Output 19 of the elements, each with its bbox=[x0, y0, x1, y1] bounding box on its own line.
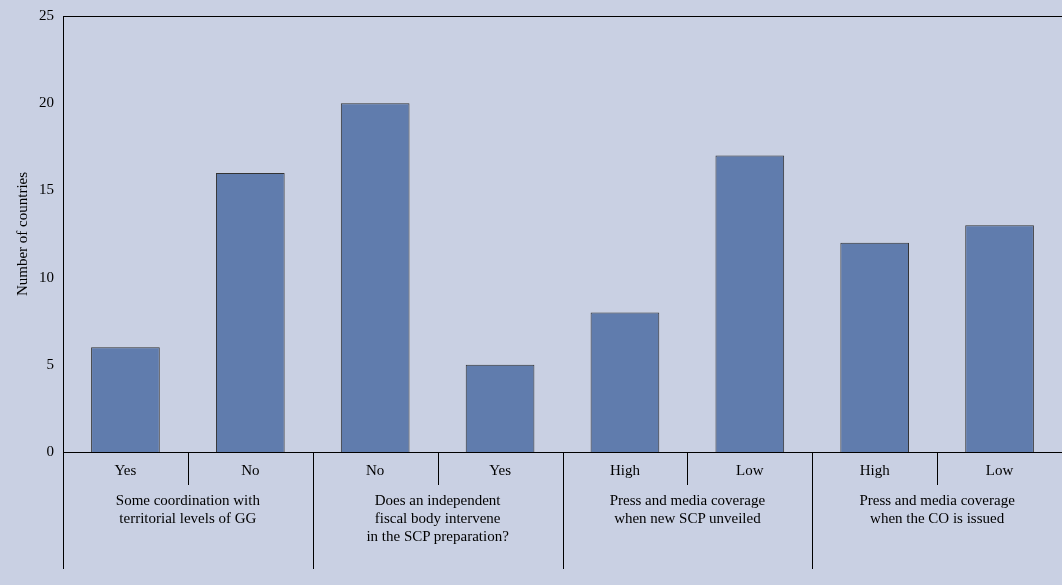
text: Press and media coverage when the CO is issued bbox=[859, 492, 1016, 527]
x-tick-label: High bbox=[609, 461, 641, 478]
text: Some coordination with territorial levels of GG bbox=[115, 492, 261, 527]
x-tick-label: No bbox=[241, 461, 260, 478]
y-tick-label: 0 bbox=[46, 442, 54, 459]
text: Does an independent fiscal body intervene in the SCP preparation? bbox=[366, 492, 510, 545]
y-tick-label: 10 bbox=[39, 268, 54, 285]
y-tick-label: 25 bbox=[39, 6, 54, 23]
x-tick-label: Low bbox=[736, 461, 764, 478]
y-axis-title: Number of countries bbox=[13, 171, 30, 297]
y-tick-label: 5 bbox=[46, 355, 54, 372]
x-tick-label: Yes bbox=[114, 461, 137, 478]
y-tick-label: 15 bbox=[39, 181, 54, 198]
x-tick-label: High bbox=[859, 461, 891, 478]
y-tick-label: 20 bbox=[39, 94, 54, 111]
x-tick-label: No bbox=[366, 461, 385, 478]
x-tick-label: Yes bbox=[489, 461, 512, 478]
text: Press and media coverage when new SCP unveiled bbox=[609, 492, 766, 527]
x-tick-label: Low bbox=[985, 461, 1014, 478]
